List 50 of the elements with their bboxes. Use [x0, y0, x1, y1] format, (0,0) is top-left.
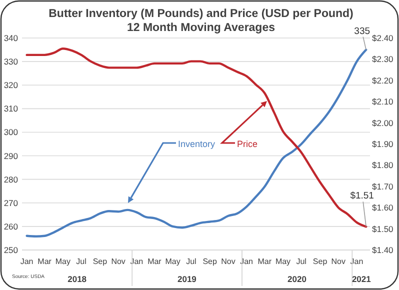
x-tick-label: Mar: [148, 257, 162, 266]
x-tick-label: Mar: [38, 257, 52, 266]
x-tick-label: Nov: [331, 257, 346, 266]
y2-tick-label: $1.80: [372, 160, 394, 170]
y-tick-label: 250: [4, 245, 18, 255]
x-tick-label: May: [165, 257, 180, 266]
y2-tick-label: $2.00: [372, 118, 394, 128]
y2-tick-label: $1.90: [372, 139, 394, 149]
x-tick-label: May: [55, 257, 71, 266]
x-tick-label: Sep: [92, 257, 108, 266]
y-tick-label: 340: [4, 33, 18, 43]
y2-tick-label: $1.40: [372, 245, 394, 255]
text: Price: [237, 139, 258, 149]
chart-title: Butter Inventory (M Pounds) and Price (USD per Pound): [48, 8, 354, 20]
x-tick-label: Jan: [20, 257, 34, 266]
y2-tick-label: $2.10: [372, 96, 394, 107]
y-tick-label: 330: [4, 56, 18, 67]
x-tick-label: Sep: [202, 257, 218, 266]
y-tick-label: 300: [4, 127, 18, 138]
x-tick-label: Jul: [76, 257, 87, 266]
x-tick-label: Nov: [221, 257, 236, 266]
data-label: 335: [354, 26, 370, 37]
text: Inventory: [178, 139, 216, 149]
y-tick-label: 310: [4, 104, 18, 114]
y2-tick-label: $2.40: [372, 33, 394, 43]
x-tick-label: Jan: [130, 257, 144, 266]
y2-tick-label: $2.30: [372, 54, 394, 64]
y2-tick-label: $1.70: [372, 181, 394, 192]
text: 2018: [68, 274, 87, 284]
text: 2020: [288, 274, 307, 284]
y2-tick-label: $1.60: [372, 202, 394, 213]
y-tick-label: 290: [4, 150, 18, 161]
y-tick-label: 320: [4, 80, 18, 90]
chart-subtitle: 12 Month Moving Averages: [126, 22, 276, 34]
x-tick-label: Sep: [312, 257, 328, 266]
y-tick-label: 270: [4, 198, 18, 208]
x-tick-label: Jul: [296, 257, 307, 266]
data-label: $1.51: [350, 190, 374, 202]
x-tick-label: May: [275, 257, 291, 266]
x-tick-label: Jan: [350, 257, 364, 266]
text: 2019: [178, 274, 197, 284]
x-tick-label: Jul: [186, 257, 197, 266]
x-tick-label: Nov: [111, 257, 126, 266]
text: 2021: [352, 274, 372, 284]
y-tick-label: 280: [4, 174, 18, 184]
y2-tick-label: $2.20: [372, 75, 394, 86]
x-tick-label: Mar: [258, 257, 272, 266]
x-tick-label: Jan: [240, 257, 254, 266]
y2-tick-label: $1.50: [372, 224, 394, 234]
y-tick-label: 260: [4, 221, 18, 232]
